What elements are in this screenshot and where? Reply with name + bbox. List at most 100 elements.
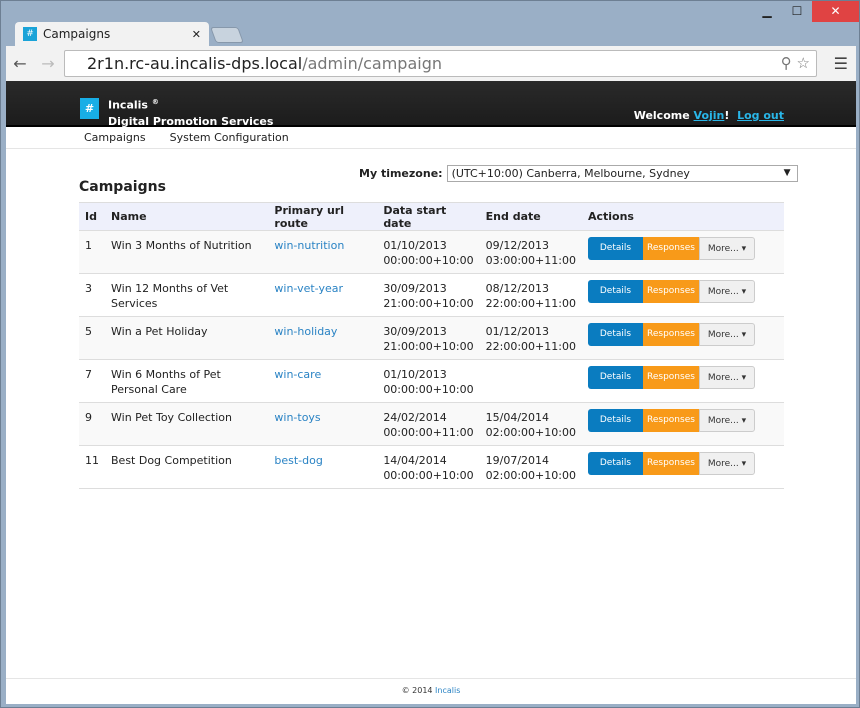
cell-id: 3	[79, 273, 105, 317]
nav-system-configuration[interactable]: System Configuration	[169, 131, 289, 144]
end-date: 19/07/2014	[485, 454, 550, 467]
cell-id: 9	[79, 402, 105, 446]
cell-name: Win Pet Toy Collection	[105, 402, 269, 446]
column-header: Actions	[581, 202, 784, 231]
details-button[interactable]: Details	[587, 366, 643, 389]
details-button[interactable]: Details	[587, 237, 643, 260]
start-date: 24/02/2014	[383, 411, 447, 424]
start-date: 30/09/2013	[383, 282, 447, 295]
back-icon[interactable]: ←	[13, 54, 27, 73]
end-date: 15/04/2014	[485, 411, 550, 424]
start-time: 00:00:00+10:00	[383, 254, 474, 267]
route-link[interactable]: win-holiday	[274, 325, 338, 338]
responses-button[interactable]: Responses	[642, 323, 699, 346]
close-tab-icon[interactable]: ✕	[191, 27, 201, 41]
menu-icon[interactable]: ☰	[833, 54, 848, 73]
column-header: Id	[79, 202, 105, 231]
more-dropdown-button[interactable]: More... ▾	[698, 323, 755, 346]
details-button[interactable]: Details	[587, 323, 643, 346]
details-button[interactable]: Details	[587, 280, 643, 303]
start-date: 01/10/2013	[383, 368, 447, 381]
start-time: 00:00:00+10:00	[383, 383, 474, 396]
route-link[interactable]: win-vet-year	[274, 282, 343, 295]
tab-title: Campaigns	[43, 27, 111, 41]
route-link[interactable]: win-toys	[274, 411, 321, 424]
table-row: 7 Win 6 Months of Pet Personal Care win-…	[79, 359, 784, 403]
route-link[interactable]: best-dog	[274, 454, 323, 467]
main-nav: Campaigns System Configuration	[6, 127, 856, 149]
details-button[interactable]: Details	[587, 409, 643, 432]
start-time: 00:00:00+10:00	[383, 469, 474, 482]
start-time: 21:00:00+10:00	[383, 340, 474, 353]
column-header: Primary url route	[268, 202, 378, 231]
timezone-select[interactable]: (UTC+10:00) Canberra, Melbourne, Sydney ▼	[446, 165, 798, 182]
route-link[interactable]: win-nutrition	[274, 239, 345, 252]
cell-id: 11	[79, 445, 105, 489]
end-date: 08/12/2013	[485, 282, 550, 295]
user-link[interactable]: Vojin	[693, 109, 725, 122]
start-date: 01/10/2013	[383, 239, 447, 252]
footer: © 2014 Incalis	[6, 678, 856, 704]
cell-name: Win 6 Months of Pet Personal Care	[105, 359, 269, 403]
more-dropdown-button[interactable]: More... ▾	[698, 280, 755, 303]
timezone-value: (UTC+10:00) Canberra, Melbourne, Sydney	[451, 167, 690, 180]
close-window-button[interactable]: ✕	[812, 1, 859, 22]
more-dropdown-button[interactable]: More... ▾	[698, 366, 755, 389]
start-date: 30/09/2013	[383, 325, 447, 338]
nav-campaigns[interactable]: Campaigns	[84, 131, 146, 144]
page-title: Campaigns	[79, 179, 166, 195]
end-date: 09/12/2013	[485, 239, 550, 252]
responses-button[interactable]: Responses	[642, 280, 699, 303]
responses-button[interactable]: Responses	[642, 366, 699, 389]
minimize-button[interactable]: ▁	[762, 4, 772, 18]
column-header: Name	[105, 202, 269, 231]
bookmark-star-icon[interactable]: ☆	[796, 54, 810, 72]
cell-name: Win 12 Months of Vet Services	[105, 273, 269, 317]
cell-name: Best Dog Competition	[105, 445, 269, 489]
table-row: 3 Win 12 Months of Vet Services win-vet-…	[79, 273, 784, 317]
start-time: 00:00:00+11:00	[383, 426, 474, 439]
copyright: © 2014	[401, 686, 433, 695]
welcome-text: Welcome	[633, 109, 690, 122]
details-button[interactable]: Details	[587, 452, 643, 475]
favicon-icon: #	[23, 27, 37, 41]
route-link[interactable]: win-care	[274, 368, 322, 381]
responses-button[interactable]: Responses	[642, 237, 699, 260]
campaigns-table: Id Name Primary url route Data start date En…	[79, 202, 784, 489]
timezone-label: My timezone:	[359, 167, 443, 180]
cell-id: 1	[79, 230, 105, 274]
more-dropdown-button[interactable]: More... ▾	[698, 409, 755, 432]
cell-id: 7	[79, 359, 105, 403]
table-row: 11 Best Dog Competition best-dog 14/04/2…	[79, 445, 784, 489]
url-host: 2r1n.rc-au.incalis-dps.local	[87, 54, 303, 73]
table-row: 5 Win a Pet Holiday win-holiday 30/09/20…	[79, 316, 784, 360]
forward-icon[interactable]: →	[41, 54, 55, 73]
more-dropdown-button[interactable]: More... ▾	[698, 237, 755, 260]
start-date: 14/04/2014	[383, 454, 447, 467]
cell-name: Win a Pet Holiday	[105, 316, 269, 360]
registered-mark: ®	[151, 98, 159, 106]
browser-tab[interactable]: # Campaigns ✕	[15, 22, 209, 46]
end-time: 02:00:00+10:00	[485, 469, 576, 482]
address-bar[interactable]: 2r1n.rc-au.incalis-dps.local/admin/campa…	[64, 50, 817, 77]
more-dropdown-button[interactable]: More... ▾	[698, 452, 755, 475]
cell-id: 5	[79, 316, 105, 360]
url-path: /admin/campaign	[302, 54, 443, 73]
end-time: 22:00:00+11:00	[485, 340, 576, 353]
table-row: 9 Win Pet Toy Collection win-toys 24/02/…	[79, 402, 784, 446]
column-header: End date	[479, 202, 582, 231]
brand-name: Incalis	[108, 98, 148, 112]
table-row: 1 Win 3 Months of Nutrition win-nutritio…	[79, 230, 784, 274]
logout-link[interactable]: Log out	[737, 109, 784, 122]
logo-icon: #	[80, 98, 99, 119]
site-header: # Incalis ® Digital Promotion Services W…	[6, 81, 856, 128]
new-tab-button[interactable]	[210, 27, 244, 43]
responses-button[interactable]: Responses	[642, 452, 699, 475]
start-time: 21:00:00+10:00	[383, 297, 474, 310]
maximize-button[interactable]: ☐	[791, 4, 803, 18]
column-header: Data start date	[377, 202, 480, 231]
responses-button[interactable]: Responses	[642, 409, 699, 432]
footer-link[interactable]: Incalis	[435, 686, 461, 695]
zoom-icon[interactable]: ⚲	[780, 54, 792, 72]
